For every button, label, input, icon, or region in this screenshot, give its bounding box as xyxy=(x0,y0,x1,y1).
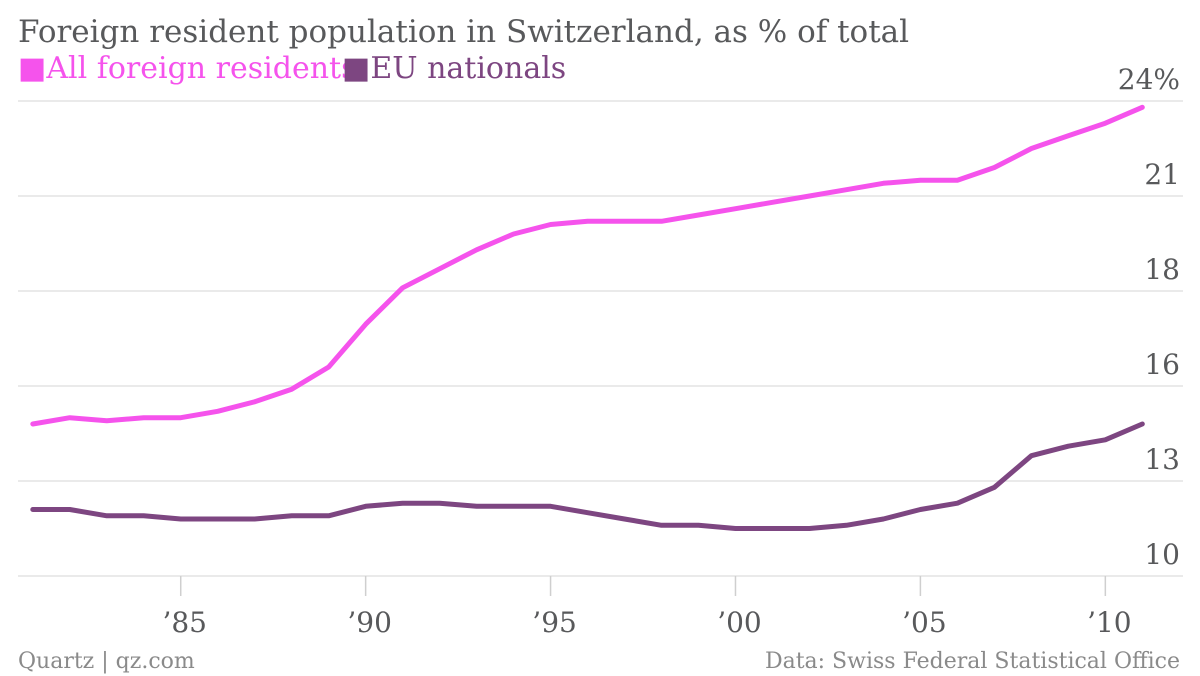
y-tick-label-18: 18 xyxy=(1144,253,1180,286)
x-axis-ticks: ’85 ’90 ’95 ’00 ’05 ’10 xyxy=(162,576,1132,639)
x-tick-label-1990: ’90 xyxy=(347,606,392,639)
chart-title: Foreign resident population in Switzerla… xyxy=(18,14,909,50)
x-tick-label-1995: ’95 xyxy=(532,606,577,639)
legend-item-all-foreign-residents: ■All foreign residents xyxy=(18,51,356,86)
legend-label-all-foreign-residents: All foreign residents xyxy=(45,51,356,86)
legend-marker-all-foreign-residents: ■ xyxy=(18,51,46,86)
footer-source-right: Data: Swiss Federal Statistical Office xyxy=(765,649,1180,674)
gridlines xyxy=(18,100,1183,577)
footer-source-left: Quartz | qz.com xyxy=(18,649,195,674)
series-line-eu-nationals xyxy=(30,421,1145,531)
legend-marker-eu-nationals: ■ xyxy=(342,51,370,86)
x-tick-label-2010: ’10 xyxy=(1087,606,1132,639)
y-tick-label-21: 21 xyxy=(1144,158,1180,191)
y-tick-label-16: 16 xyxy=(1144,348,1180,381)
y-tick-label-13: 13 xyxy=(1144,443,1180,476)
x-tick-label-2005: ’05 xyxy=(902,606,947,639)
x-tick-label-2000: ’00 xyxy=(717,606,762,639)
series-line-all-foreign-residents xyxy=(30,104,1145,427)
y-axis-ticks: 10 13 16 18 21 24% xyxy=(1118,63,1180,571)
y-tick-label-24: 24% xyxy=(1118,63,1180,96)
legend: ■All foreign residents ■EU nationals xyxy=(18,51,566,86)
legend-item-eu-nationals: ■EU nationals xyxy=(342,51,566,86)
y-tick-label-10: 10 xyxy=(1144,538,1180,571)
legend-label-eu-nationals: EU nationals xyxy=(370,51,566,86)
series-lines xyxy=(30,104,1145,531)
x-tick-label-1985: ’85 xyxy=(162,606,207,639)
